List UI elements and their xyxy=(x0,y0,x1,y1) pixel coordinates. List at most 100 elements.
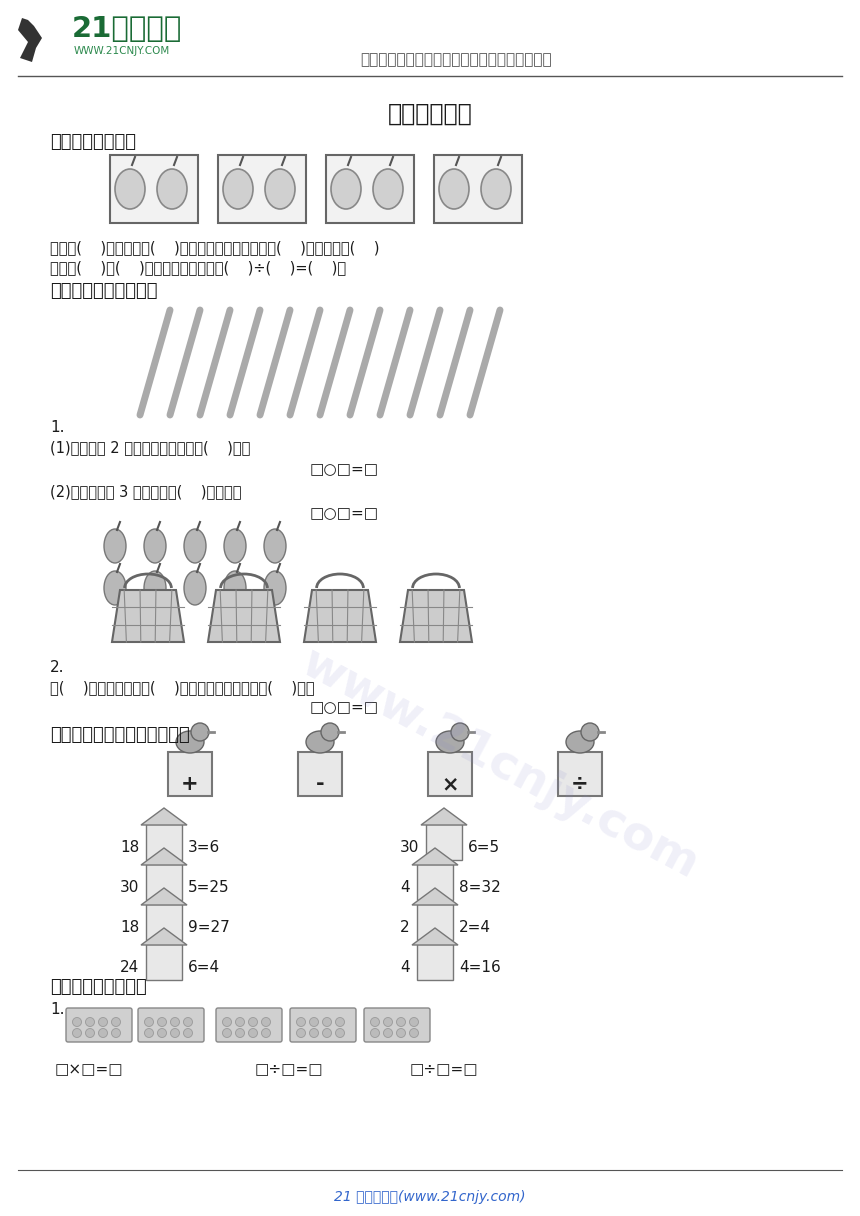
Circle shape xyxy=(384,1029,392,1037)
Text: +: + xyxy=(181,775,199,794)
Circle shape xyxy=(371,1029,379,1037)
Polygon shape xyxy=(421,807,467,824)
Text: WWW.21CNJY.COM: WWW.21CNJY.COM xyxy=(74,46,170,56)
FancyBboxPatch shape xyxy=(290,1008,356,1042)
Circle shape xyxy=(191,724,209,741)
FancyBboxPatch shape xyxy=(66,1008,132,1042)
Text: 8=32: 8=32 xyxy=(459,880,501,895)
Ellipse shape xyxy=(439,169,469,209)
Text: □÷□=□: □÷□=□ xyxy=(410,1062,479,1077)
Ellipse shape xyxy=(184,529,206,563)
Polygon shape xyxy=(412,848,458,865)
FancyBboxPatch shape xyxy=(138,1008,204,1042)
Text: 1.: 1. xyxy=(50,1002,64,1017)
Circle shape xyxy=(581,724,599,741)
Circle shape xyxy=(249,1018,257,1026)
Text: ÷: ÷ xyxy=(571,775,589,794)
Circle shape xyxy=(409,1029,419,1037)
Circle shape xyxy=(223,1018,231,1026)
Text: ×: × xyxy=(441,775,458,794)
Circle shape xyxy=(261,1018,271,1026)
Polygon shape xyxy=(141,807,187,824)
Text: 30: 30 xyxy=(400,840,420,855)
Text: 里面有(    )个(    )，用除法算式表示为(    )÷(    )=(    )。: 里面有( )个( )，用除法算式表示为( )÷( )=( )。 xyxy=(50,260,346,275)
Text: 21世纪教育: 21世纪教育 xyxy=(72,15,182,43)
Bar xyxy=(146,824,182,860)
Bar xyxy=(417,865,453,900)
Polygon shape xyxy=(141,928,187,945)
Ellipse shape xyxy=(373,169,403,209)
Polygon shape xyxy=(141,888,187,905)
Circle shape xyxy=(396,1029,406,1037)
Polygon shape xyxy=(141,848,187,865)
Circle shape xyxy=(170,1029,180,1037)
Circle shape xyxy=(335,1018,345,1026)
Ellipse shape xyxy=(224,572,246,606)
Circle shape xyxy=(170,1018,180,1026)
Text: 一共有(    )个苹果，每(    )个分成一份，一共分成了(    )份，也就是(    ): 一共有( )个苹果，每( )个分成一份，一共分成了( )份，也就是( ) xyxy=(50,240,379,255)
Circle shape xyxy=(384,1018,392,1026)
Circle shape xyxy=(85,1018,95,1026)
Circle shape xyxy=(183,1018,193,1026)
Circle shape xyxy=(72,1029,82,1037)
Text: -: - xyxy=(316,775,324,794)
Text: (1)平均分给 2 个同学，每个同学分(    )支。: (1)平均分给 2 个同学，每个同学分( )支。 xyxy=(50,440,250,455)
Text: 四、看图列式计算。: 四、看图列式计算。 xyxy=(50,978,147,996)
Bar xyxy=(146,944,182,980)
Text: 2.: 2. xyxy=(50,660,64,675)
Text: 第二单元测评: 第二单元测评 xyxy=(388,102,472,126)
Ellipse shape xyxy=(115,169,145,209)
Circle shape xyxy=(144,1029,153,1037)
Polygon shape xyxy=(412,928,458,945)
Bar xyxy=(426,824,462,860)
Bar xyxy=(417,944,453,980)
Circle shape xyxy=(322,1018,331,1026)
Circle shape xyxy=(99,1018,108,1026)
Text: 把(    )个茄子平均放在(    )个篮子里，每个篮子放(    )个。: 把( )个茄子平均放在( )个篮子里，每个篮子放( )个。 xyxy=(50,680,315,696)
Text: 18: 18 xyxy=(120,840,139,855)
Text: □÷□=□: □÷□=□ xyxy=(255,1062,323,1077)
Ellipse shape xyxy=(265,169,295,209)
Circle shape xyxy=(144,1018,153,1026)
Circle shape xyxy=(99,1029,108,1037)
Text: 中国最大型、最专业的中小学教育资源门户网站: 中国最大型、最专业的中小学教育资源门户网站 xyxy=(360,52,551,67)
Bar xyxy=(146,903,182,940)
FancyBboxPatch shape xyxy=(364,1008,430,1042)
Text: 二、分一分，填一填。: 二、分一分，填一填。 xyxy=(50,282,157,300)
Ellipse shape xyxy=(436,731,464,753)
Ellipse shape xyxy=(104,529,126,563)
Circle shape xyxy=(236,1018,244,1026)
Text: 4: 4 xyxy=(400,959,409,975)
Polygon shape xyxy=(304,590,376,642)
Ellipse shape xyxy=(104,572,126,606)
Circle shape xyxy=(297,1029,305,1037)
Ellipse shape xyxy=(264,572,286,606)
FancyBboxPatch shape xyxy=(216,1008,282,1042)
Circle shape xyxy=(112,1018,120,1026)
Circle shape xyxy=(249,1029,257,1037)
Circle shape xyxy=(371,1018,379,1026)
Circle shape xyxy=(310,1029,318,1037)
Polygon shape xyxy=(112,590,184,642)
Ellipse shape xyxy=(144,529,166,563)
Circle shape xyxy=(157,1018,167,1026)
Text: □○□=□: □○□=□ xyxy=(310,700,379,715)
Bar xyxy=(218,154,306,223)
Ellipse shape xyxy=(224,529,246,563)
Ellipse shape xyxy=(331,169,361,209)
Ellipse shape xyxy=(176,731,204,753)
Text: 5=25: 5=25 xyxy=(188,880,230,895)
Text: 2: 2 xyxy=(400,921,409,935)
Text: 三、请帮小鸟把卡片送回家。: 三、请帮小鸟把卡片送回家。 xyxy=(50,726,190,744)
Text: 一、看图填一填。: 一、看图填一填。 xyxy=(50,133,136,151)
Circle shape xyxy=(85,1029,95,1037)
Circle shape xyxy=(112,1029,120,1037)
Text: 24: 24 xyxy=(120,959,139,975)
Text: 6=4: 6=4 xyxy=(188,959,220,975)
Ellipse shape xyxy=(223,169,253,209)
Bar xyxy=(326,154,414,223)
Bar xyxy=(146,865,182,900)
Text: 30: 30 xyxy=(120,880,139,895)
Polygon shape xyxy=(18,18,42,62)
Text: 2=4: 2=4 xyxy=(459,921,491,935)
